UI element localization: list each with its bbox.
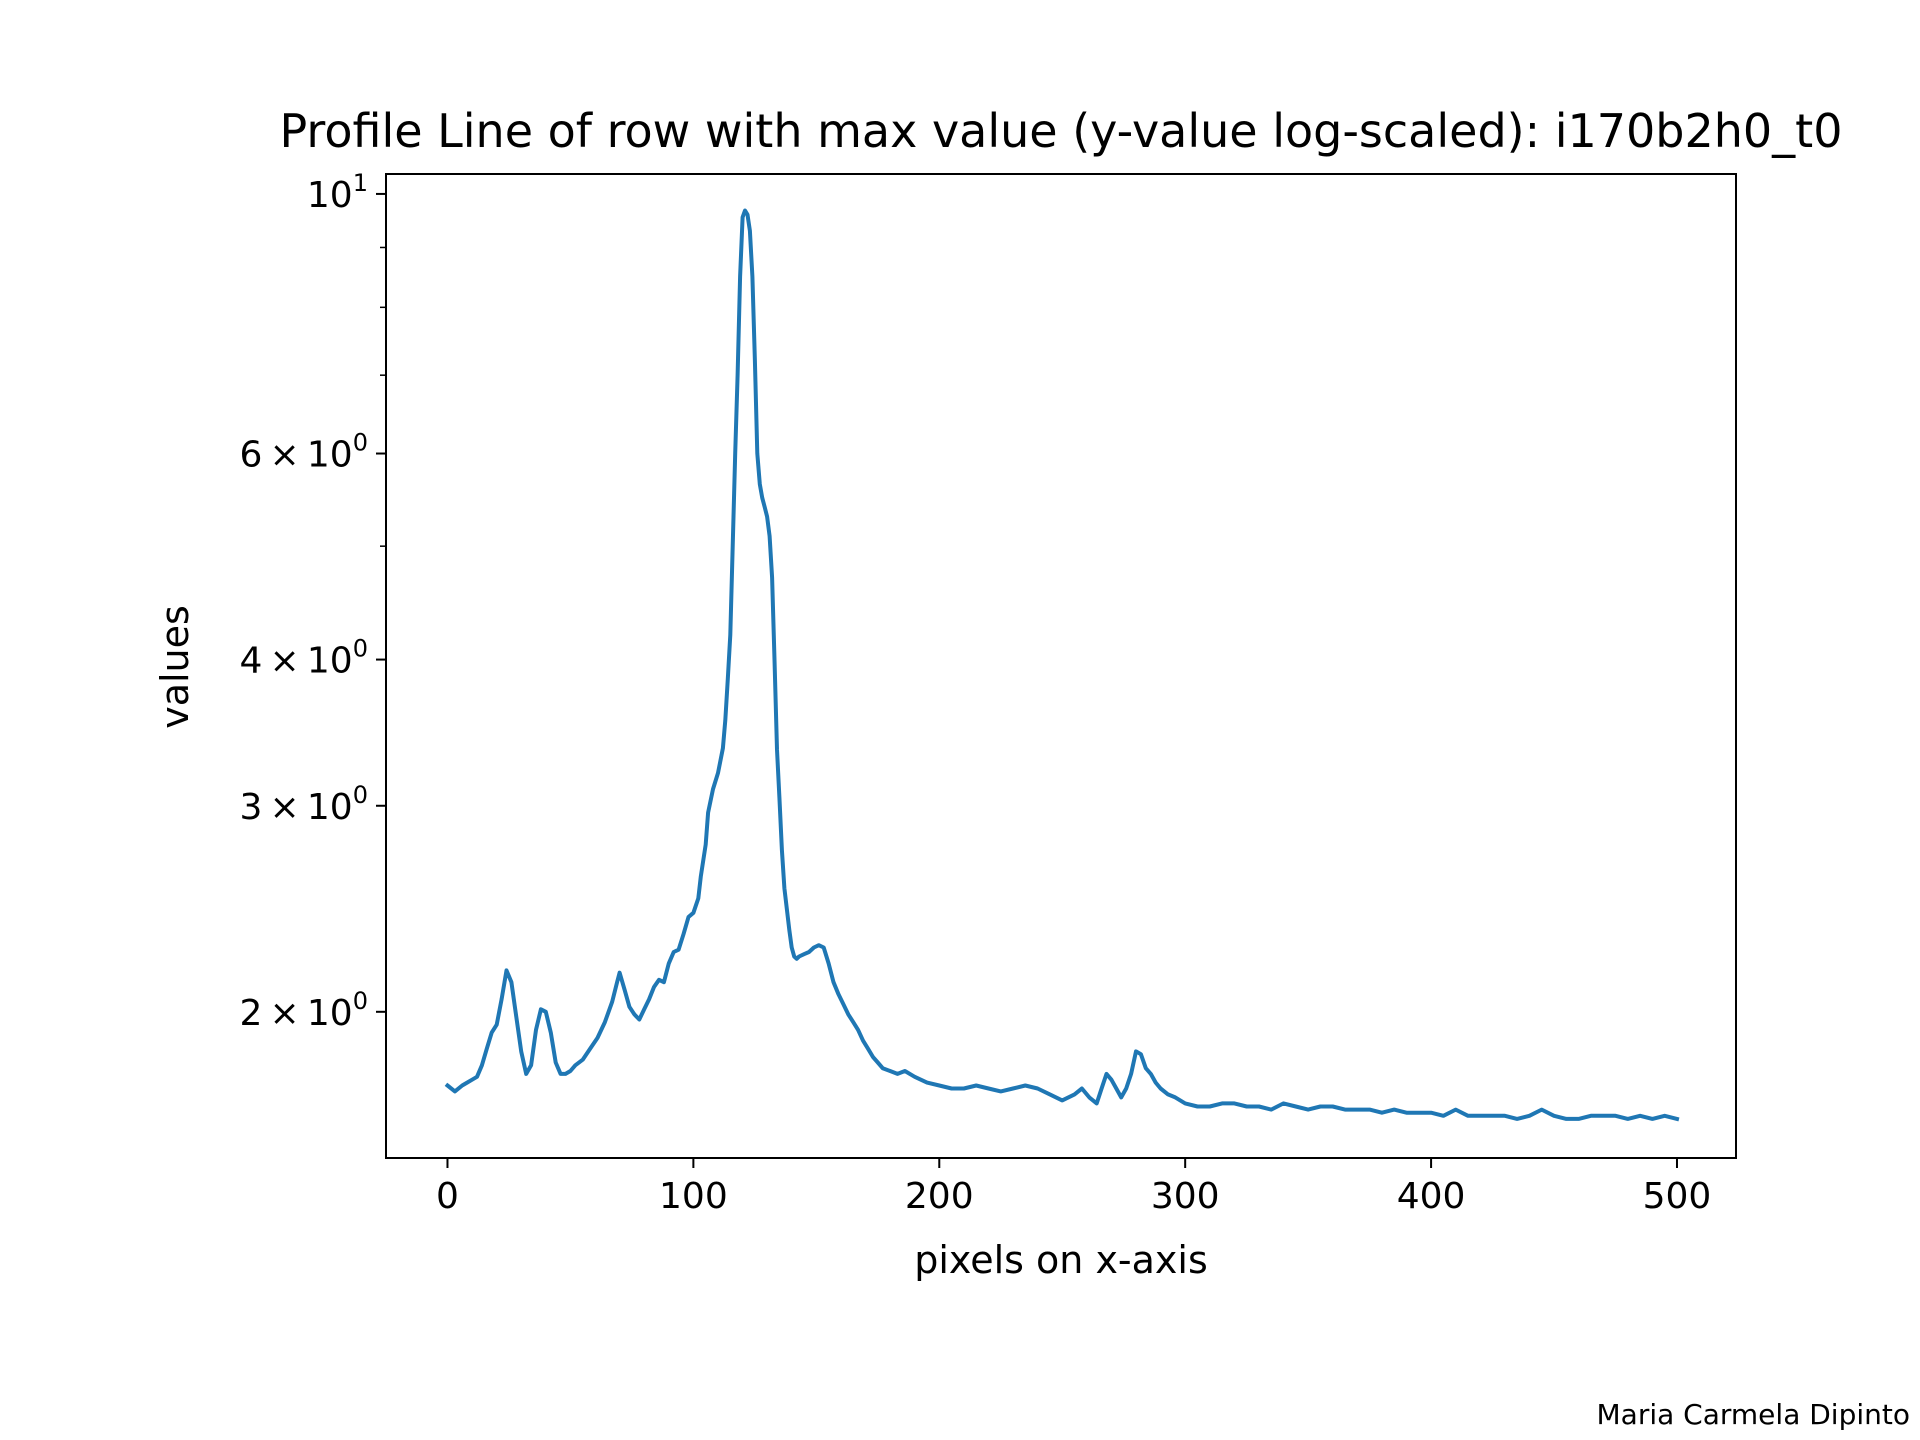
- y-tick-label: 6 × 100: [239, 429, 368, 476]
- y-tick-label-part: 0: [353, 781, 368, 809]
- y-tick-label-part: 10: [307, 175, 353, 216]
- axes-frame: [385, 173, 1737, 1159]
- x-tick-label: 400: [1397, 1176, 1466, 1217]
- y-tick-label-part: 6 ×: [239, 435, 306, 476]
- y-tick-label-part: 3 ×: [239, 787, 306, 828]
- x-tick-label: 0: [436, 1176, 459, 1217]
- y-tick-label-part: 0: [353, 635, 368, 663]
- y-tick-label-part: 0: [353, 429, 368, 457]
- y-tick-label-part: 1: [353, 169, 368, 197]
- y-tick-label-part: 10: [307, 787, 353, 828]
- x-tick-label: 500: [1643, 1176, 1712, 1217]
- y-axis-label: values: [153, 605, 197, 729]
- plot-area: [385, 173, 1737, 1159]
- y-tick-label-part: 2 ×: [239, 993, 306, 1034]
- y-tick-label: 3 × 100: [239, 781, 368, 828]
- x-tick-label: 200: [905, 1176, 974, 1217]
- author-credit: Maria Carmela Dipinto: [1597, 1398, 1910, 1431]
- y-tick-label-part: 10: [307, 641, 353, 682]
- y-tick-label: 4 × 100: [239, 635, 368, 682]
- x-tick-label: 100: [659, 1176, 728, 1217]
- y-tick-label-part: 10: [307, 435, 353, 476]
- y-tick-label: 2 × 100: [239, 987, 368, 1034]
- y-tick-label-part: 10: [307, 993, 353, 1034]
- series-line: [444, 208, 1680, 1122]
- x-tick-label: 300: [1151, 1176, 1220, 1217]
- chart-title: Profile Line of row with max value (y-va…: [280, 104, 1843, 158]
- x-axis: 0 100 200 300 400 500: [436, 1158, 1711, 1217]
- x-axis-label: pixels on x-axis: [914, 1238, 1208, 1282]
- y-tick-label: 101: [307, 169, 368, 216]
- y-tick-label-part: 0: [353, 987, 368, 1015]
- y-tick-label-part: 4 ×: [239, 641, 306, 682]
